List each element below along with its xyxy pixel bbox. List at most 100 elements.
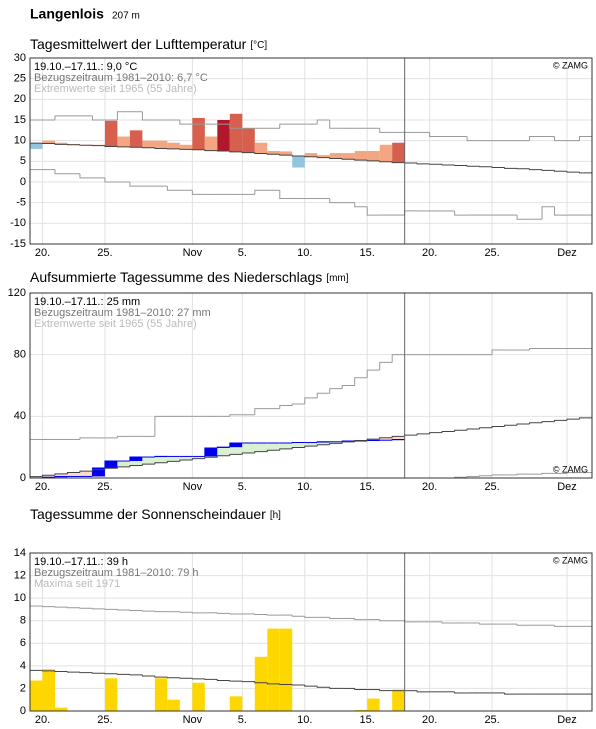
normal-line: [329, 442, 343, 445]
surplus-area: [192, 456, 205, 459]
temperature-bar: [304, 153, 318, 157]
chart-title-text: Tagessumme der Sonnenscheindauer: [30, 506, 266, 522]
temperature-bar: [242, 128, 255, 153]
surplus-area: [129, 457, 143, 466]
y-tick-label: 120: [8, 287, 26, 299]
normal-line: [316, 156, 330, 159]
temperature-bar: [179, 144, 193, 150]
plot-frame: [29, 552, 593, 712]
surplus-area: [117, 461, 130, 467]
normal-line: [566, 418, 580, 421]
normal-line: [366, 438, 380, 441]
x-tick-label: 25.: [484, 714, 499, 726]
y-tick-label: 15: [14, 114, 26, 126]
x-tick-label: 20.: [35, 247, 50, 259]
normal-line: [416, 690, 430, 693]
normal-line: [341, 158, 355, 160]
extreme-line: [54, 115, 68, 120]
normal-line: [354, 159, 368, 161]
normal-line: [291, 684, 305, 686]
x-tick-label: Dez: [557, 481, 577, 493]
x-tick-label: 10.: [297, 714, 312, 726]
extreme-line: [466, 136, 480, 142]
deficit-area: [79, 471, 93, 477]
precipitation-increment: [229, 443, 243, 448]
normal-line: [66, 471, 80, 474]
temperature-bar: [167, 142, 180, 149]
normal-line: [441, 430, 455, 433]
normal-line: [79, 672, 93, 674]
temperature-bar: [142, 140, 155, 148]
y-tick-label: 0: [20, 705, 26, 717]
extreme-line: [329, 120, 343, 129]
extreme-line: [104, 608, 118, 610]
x-tick-label: 25.: [484, 247, 499, 259]
surplus-area: [329, 441, 343, 444]
extreme-line: [279, 405, 293, 409]
credit: © ZAMG: [553, 60, 588, 70]
extreme-line: [254, 613, 268, 616]
extreme-line: [491, 474, 505, 476]
deficit-area: [367, 439, 380, 441]
normal-line: [541, 421, 555, 423]
surplus-area: [142, 457, 155, 465]
normal-line: [554, 419, 568, 422]
surplus-area: [179, 456, 193, 460]
y-tick-label: -10: [10, 217, 26, 229]
normal-line: [541, 169, 555, 171]
plot-frame: [29, 57, 593, 245]
sunshine-bar: [279, 628, 293, 711]
normal-line: [141, 674, 155, 677]
normal-line: [379, 437, 393, 440]
surplus-area: [167, 456, 180, 462]
surplus-area: [242, 443, 255, 454]
extreme-line: [54, 169, 68, 175]
sunshine-bar: [254, 656, 268, 711]
normal-line: [529, 422, 543, 425]
extreme-line: [466, 475, 480, 478]
observed-line: [104, 460, 118, 468]
normal-line: [291, 155, 305, 157]
precipitation-increment: [204, 447, 218, 457]
normal-line: [54, 670, 68, 672]
normal-line: [116, 673, 130, 675]
normal-line: [204, 456, 218, 459]
normal-line: [304, 445, 318, 448]
normal-line: [329, 157, 343, 159]
extreme-line: [266, 614, 280, 616]
surplus-area: [267, 443, 280, 451]
y-tick-label: 30: [14, 52, 26, 64]
extreme-line: [141, 610, 155, 612]
chart-title-text: Aufsummierte Tagessumme des Niederschlag…: [30, 269, 322, 285]
info-line: Extremwerte seit 1965 (55 Jahre): [34, 83, 197, 95]
extreme-line: [291, 615, 305, 617]
deficit-area: [392, 436, 405, 440]
extreme-line: [41, 606, 55, 608]
normal-line: [416, 433, 430, 436]
temperature-bar: [54, 142, 68, 145]
x-tick-label: 25.: [97, 247, 112, 259]
surplus-area: [229, 443, 243, 455]
surplus-area: [317, 441, 330, 445]
x-tick-label: Nov: [183, 481, 203, 493]
y-tick-label: 6: [20, 637, 26, 649]
normal-line: [266, 449, 280, 452]
surplus-area: [279, 443, 293, 449]
plot-area: [30, 293, 592, 478]
normal-line: [491, 166, 505, 169]
normal-line: [379, 689, 393, 692]
normal-line: [454, 691, 468, 694]
y-tick-label: 8: [20, 615, 26, 627]
sunshine-bar: [54, 707, 68, 711]
normal-line: [316, 444, 330, 447]
chart-title: Tagesmittelwert der Lufttemperatur [°C]: [30, 36, 267, 52]
normal-line: [416, 162, 430, 165]
normal-line: [191, 678, 205, 680]
normal-line: [279, 448, 293, 451]
temperature-bar: [192, 117, 205, 150]
normal-line: [479, 427, 493, 429]
normal-line: [329, 687, 343, 689]
observed-line: [391, 438, 405, 441]
observed-line: [204, 447, 218, 457]
